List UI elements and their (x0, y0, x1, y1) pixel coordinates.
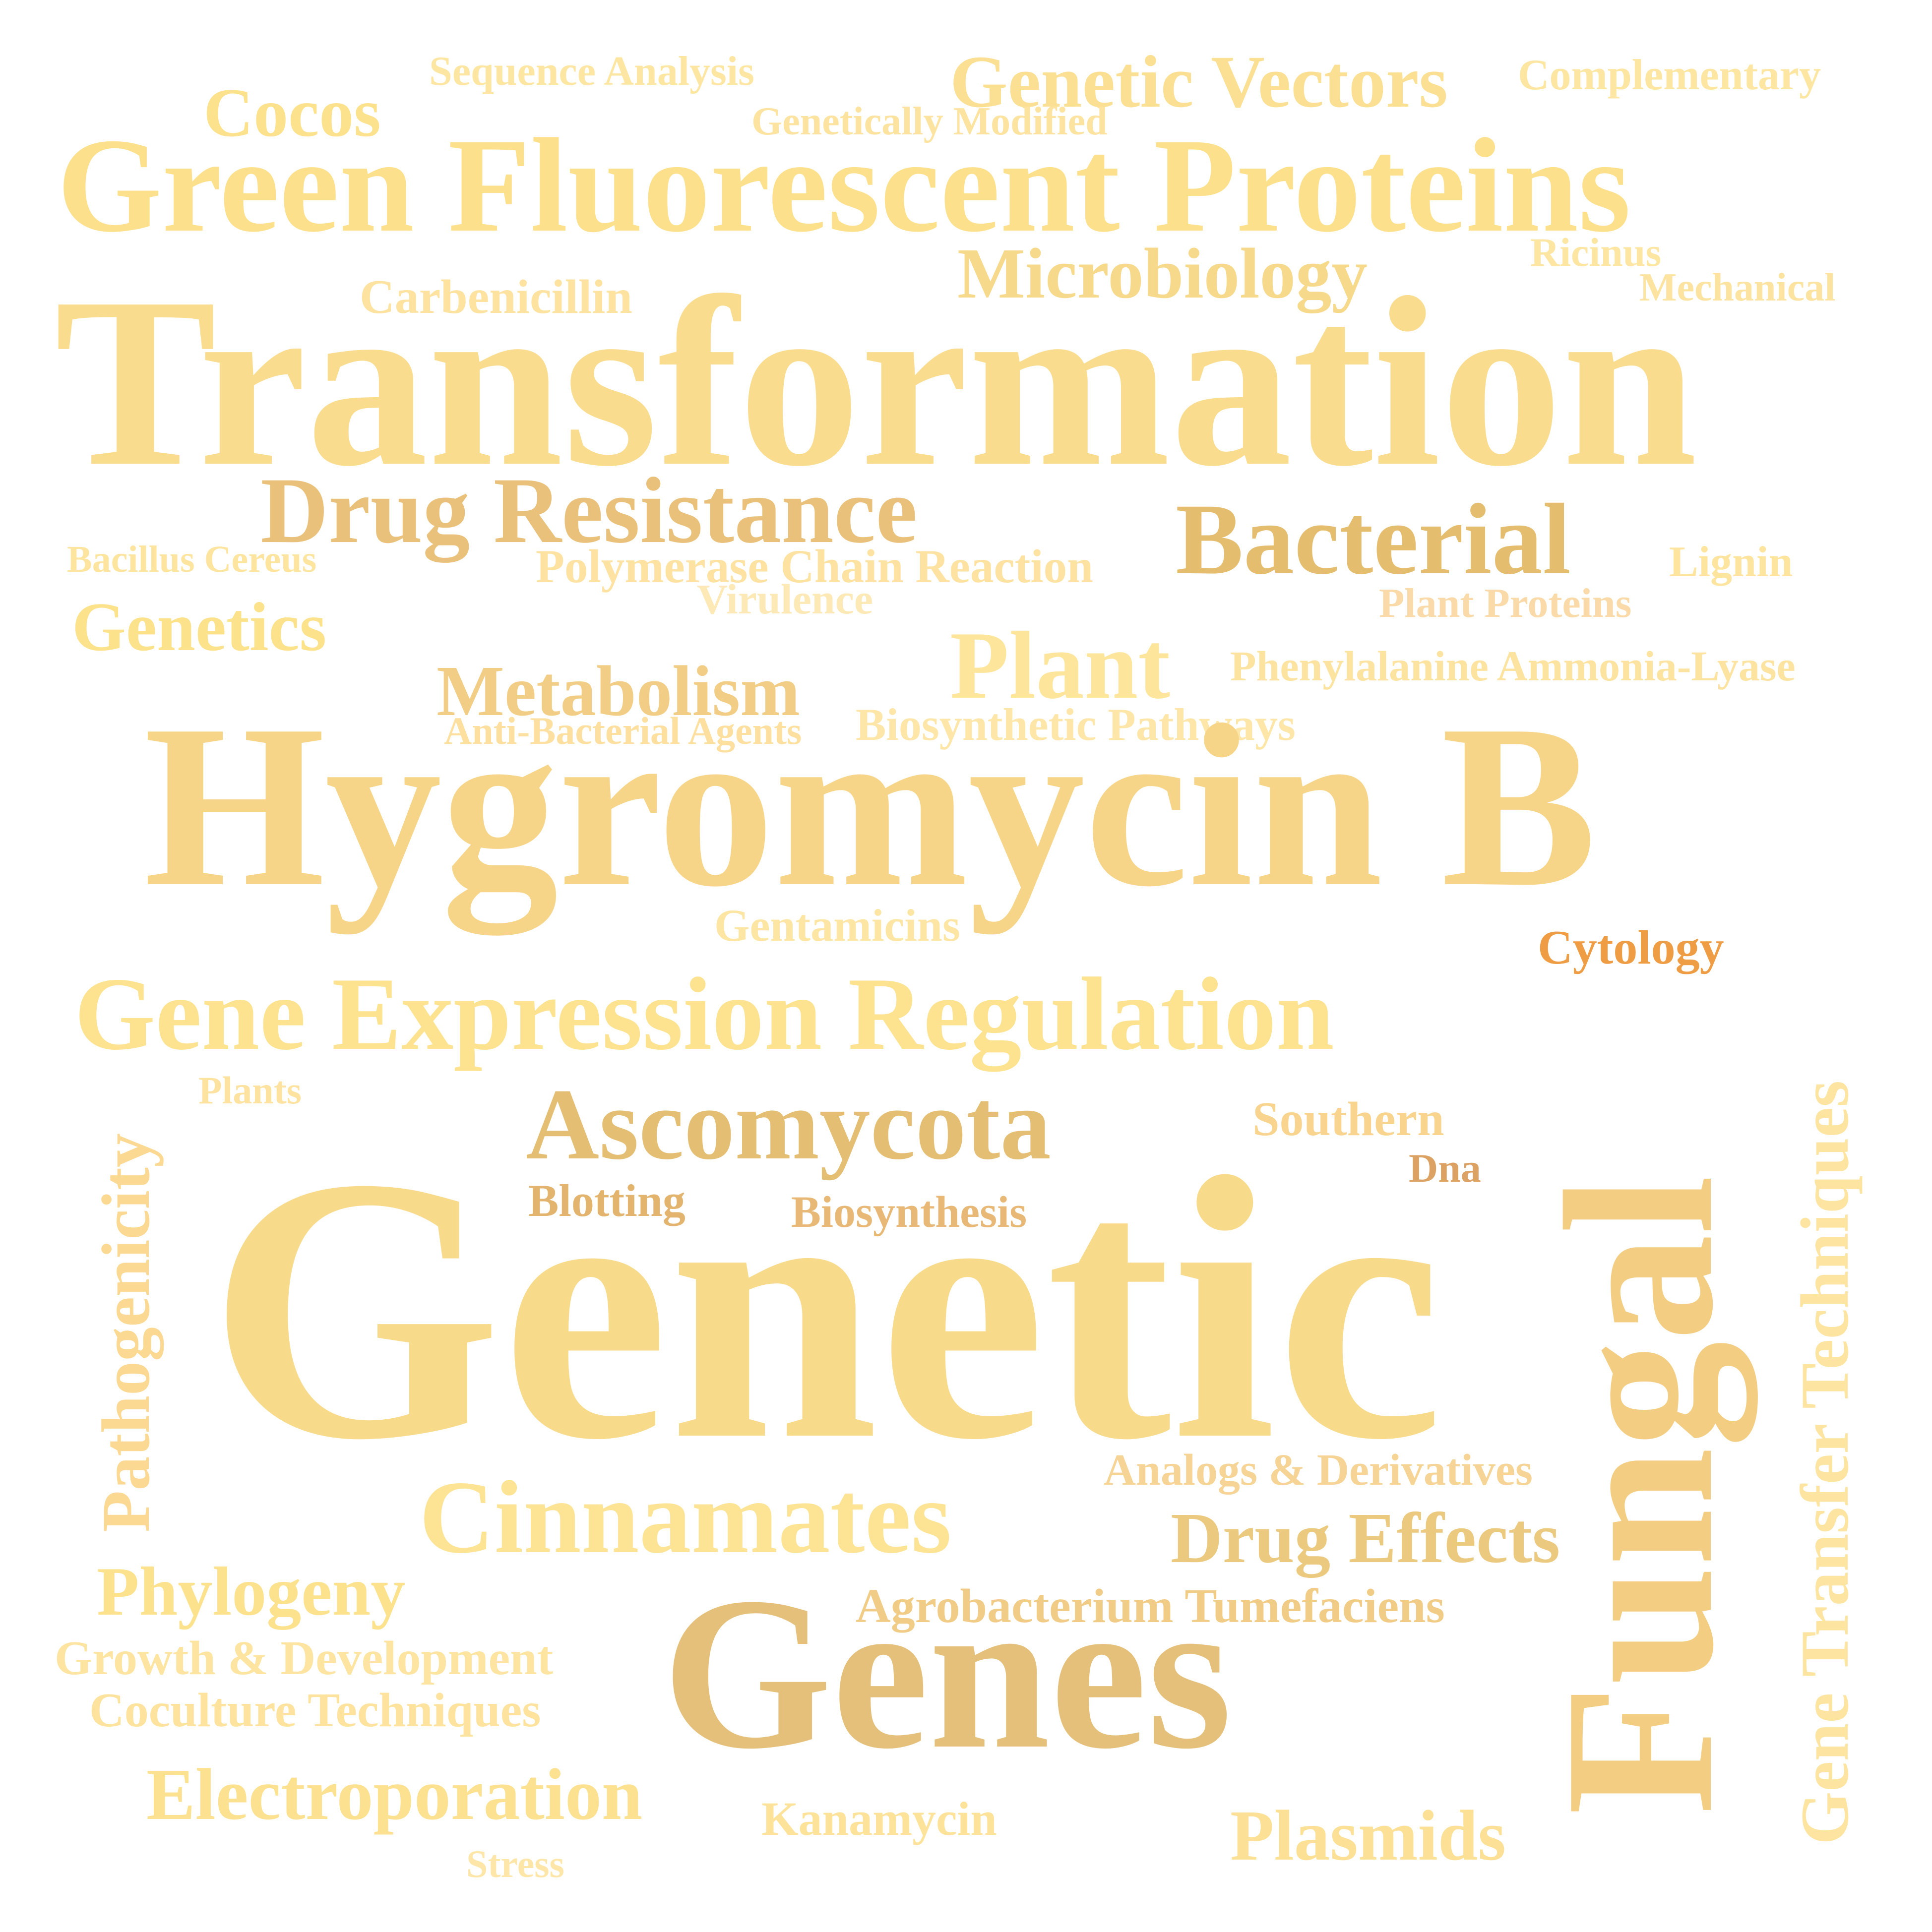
word-fungal: Fungal (1521, 1175, 1757, 1815)
word-gentamicins: Gentamicins (714, 900, 960, 951)
word-plant: Plant (950, 612, 1171, 719)
word-genetically-modified: Genetically Modified (751, 100, 1108, 143)
word-pathogenicity: Pathogenicity (88, 1133, 164, 1532)
word-plant-proteins: Plant Proteins (1379, 580, 1632, 626)
word-bacterial: Bacterial (1176, 483, 1571, 596)
word-biosynthesis: Biosynthesis (791, 1188, 1027, 1237)
word-coculture-techniques: Coculture Techniques (89, 1684, 541, 1737)
word-gene-transfer-techniques: Gene Transfer Techniques (1787, 1080, 1863, 1845)
word-plants: Plants (198, 1069, 302, 1112)
word-agrobacterium-tumefaciens: Agrobacterium Tumefaciens (856, 1579, 1445, 1633)
word-anti-bacterial-agents: Anti-Bacterial Agents (444, 709, 802, 752)
word-mechanical: Mechanical (1639, 266, 1836, 309)
word-phenylalanine-ammonia-lyase: Phenylalanine Ammonia-Lyase (1230, 642, 1796, 690)
word-cytology: Cytology (1538, 921, 1724, 974)
word-polymerase-chain-reaction: Polymerase Chain Reaction (536, 540, 1093, 593)
word-complementary: Complementary (1518, 51, 1821, 99)
word-bacillus-cereus: Bacillus Cereus (67, 539, 317, 580)
word-blotting: Blotting (528, 1175, 686, 1226)
word-southern: Southern (1252, 1092, 1444, 1146)
word-genetic-vectors: Genetic Vectors (950, 41, 1448, 123)
word-hygromycin-b: Hygromycin B (144, 676, 1597, 935)
word-green-fluorescent-proteins: Green Fluorescent Proteins (57, 111, 1631, 260)
word-dna: Dna (1409, 1146, 1481, 1191)
word-ricinus: Ricinus (1530, 230, 1662, 275)
word-stress: Stress (466, 1842, 564, 1885)
word-sequence-analysis: Sequence Analysis (429, 48, 754, 94)
word-drug-resistance: Drug Resistance (260, 459, 918, 563)
word-phylogeny: Phylogeny (97, 1553, 406, 1630)
word-gene-expression-regulation: Gene Expression Regulation (74, 957, 1334, 1072)
word-biosynthetic-pathways: Biosynthetic Pathways (856, 699, 1296, 750)
word-drug-effects: Drug Effects (1171, 1499, 1560, 1578)
word-analogs-derivatives: Analogs & Derivatives (1104, 1446, 1533, 1495)
word-genetics: Genetics (72, 589, 327, 665)
word-growth-development: Growth & Development (55, 1631, 554, 1685)
word-genetic: Genetic (208, 1100, 1444, 1517)
word-carbenicillin: Carbenicillin (360, 270, 632, 324)
word-metabolism: Metabolism (436, 652, 800, 731)
word-transformation: Transformation (55, 247, 1697, 516)
word-cinnamates: Cinnamates (419, 1460, 952, 1575)
word-electroporation: Electroporation (146, 1754, 643, 1835)
word-cocos: Cocos (203, 74, 381, 151)
word-virulence: Virulence (697, 575, 873, 623)
word-microbiology: Microbiology (957, 234, 1368, 313)
word-genes: Genes (662, 1553, 1232, 1794)
word-plasmids: Plasmids (1230, 1796, 1506, 1875)
word-lignin: Lignin (1669, 538, 1793, 586)
word-kanamycin: Kanamycin (761, 1792, 997, 1845)
word-ascomycota: Ascomycota (526, 1068, 1051, 1181)
